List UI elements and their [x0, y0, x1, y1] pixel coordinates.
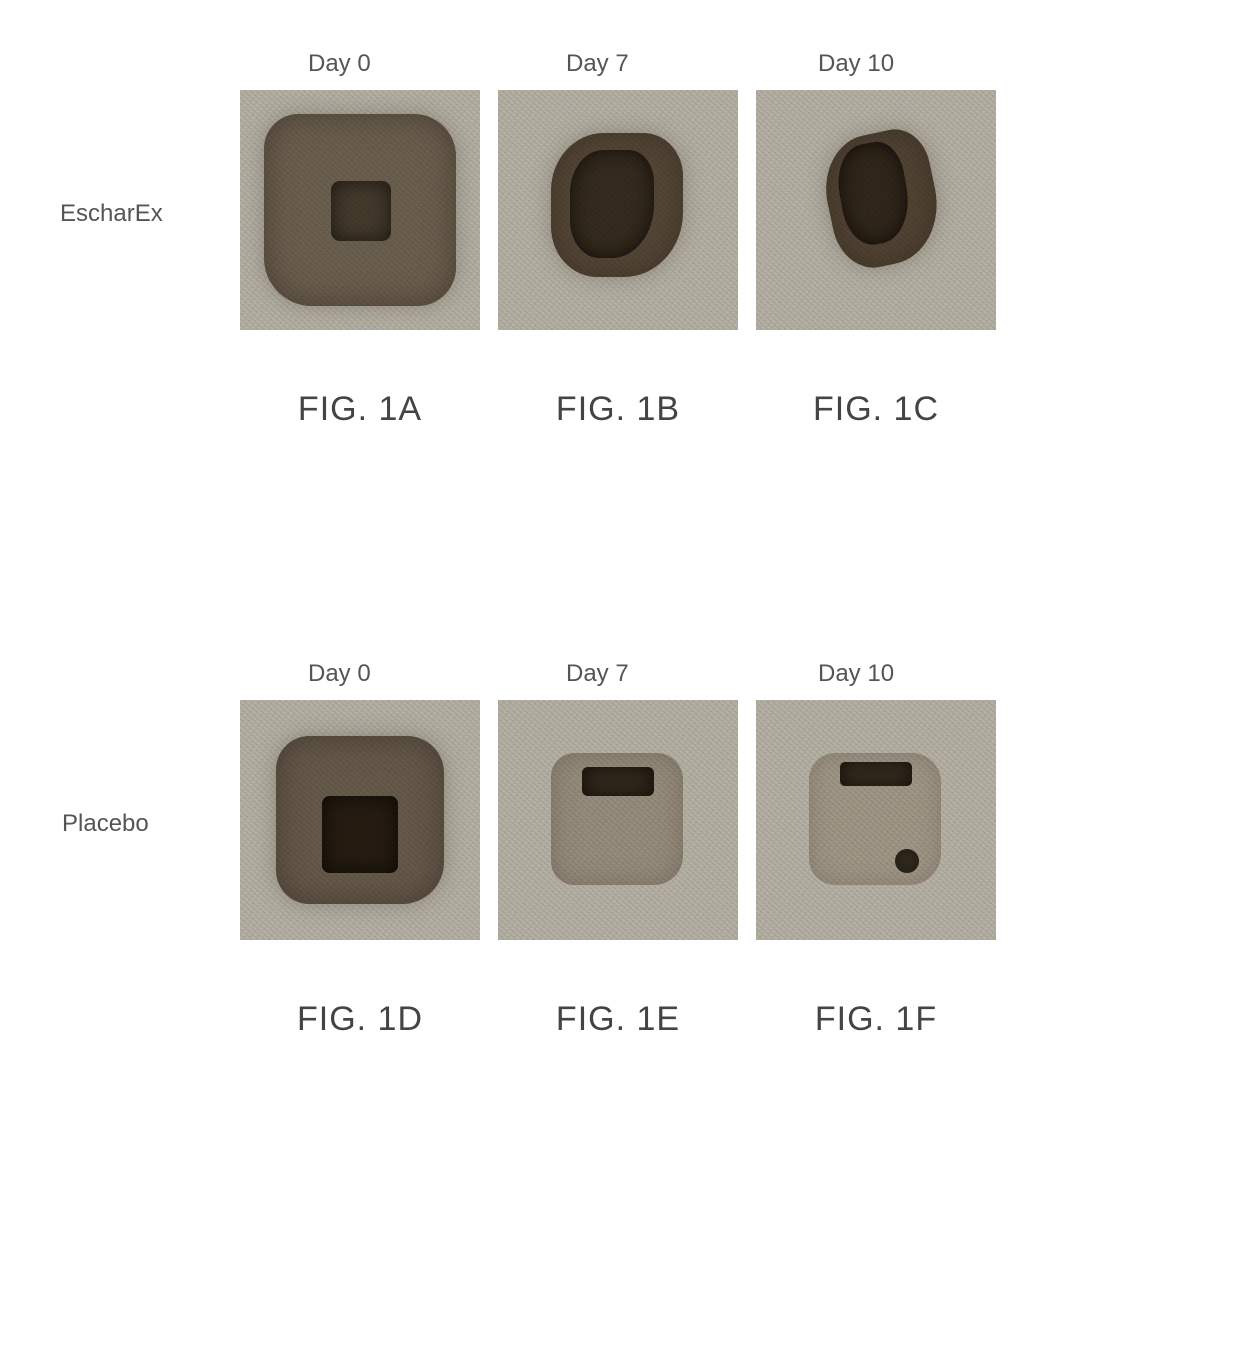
caption-1a: FIG. 1A: [240, 390, 480, 429]
image-1d: [240, 700, 480, 940]
image-row-escharex: [240, 90, 1014, 330]
image-1e: [498, 700, 738, 940]
image-placeholder: [756, 700, 996, 940]
row-label-placebo: Placebo: [62, 810, 149, 838]
image-placeholder: [240, 700, 480, 940]
image-placeholder: [498, 700, 738, 940]
image-1b: [498, 90, 738, 330]
day-label-0: Day 0: [308, 50, 371, 78]
row-label-escharex: EscharEx: [60, 200, 163, 228]
day-label-10b: Day 10: [818, 660, 894, 688]
image-placeholder: [240, 90, 480, 330]
day-label-10: Day 10: [818, 50, 894, 78]
caption-1d: FIG. 1D: [240, 1000, 480, 1039]
image-1a: [240, 90, 480, 330]
image-1f: [756, 700, 996, 940]
figure-container: EscharEx Day 0 Day 7 Day 10: [0, 0, 1240, 1356]
caption-1b: FIG. 1B: [498, 390, 738, 429]
caption-1f: FIG. 1F: [756, 1000, 996, 1039]
day-label-0b: Day 0: [308, 660, 371, 688]
caption-1c: FIG. 1C: [756, 390, 996, 429]
caption-1e: FIG. 1E: [498, 1000, 738, 1039]
day-label-7: Day 7: [566, 50, 629, 78]
image-placeholder: [756, 90, 996, 330]
image-row-placebo: [240, 700, 1014, 940]
day-label-7b: Day 7: [566, 660, 629, 688]
image-1c: [756, 90, 996, 330]
image-placeholder: [498, 90, 738, 330]
